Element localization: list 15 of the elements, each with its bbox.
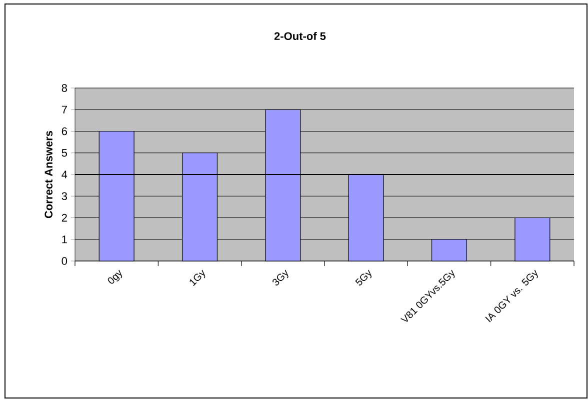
y-tick-label: 8 bbox=[62, 84, 67, 92]
y-tick-label: 1 bbox=[62, 236, 67, 244]
y-tick-label: 5 bbox=[62, 149, 67, 157]
y-tick-label: 3 bbox=[62, 192, 67, 200]
x-tick-label: 1Gy bbox=[190, 270, 206, 286]
y-tick-label: 2 bbox=[62, 214, 67, 222]
x-tick-label: 3Gy bbox=[272, 270, 288, 286]
y-tick-label: 6 bbox=[62, 127, 67, 136]
y-tick-label: 4 bbox=[62, 170, 68, 178]
x-tick-label: 0gy bbox=[108, 270, 122, 284]
y-axis-title: Correct Answers bbox=[44, 130, 52, 218]
x-tick-label: 5Gy bbox=[355, 270, 372, 286]
y-tick-label: 7 bbox=[62, 106, 67, 114]
y-tick-label: 0 bbox=[62, 257, 68, 265]
chart-title: 2-Out-of 5 bbox=[274, 32, 326, 40]
